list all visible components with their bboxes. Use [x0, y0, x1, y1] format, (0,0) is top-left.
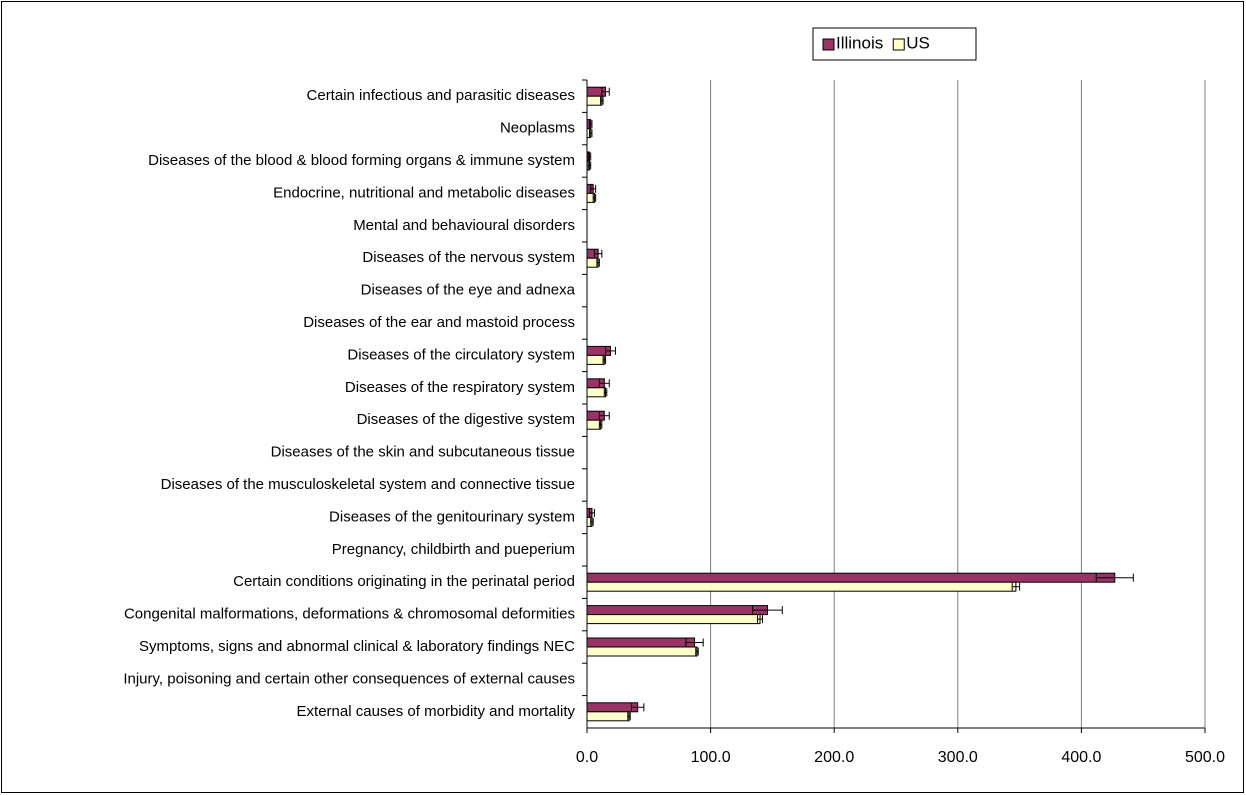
- error-bar: [588, 508, 595, 517]
- x-tick-label: 200.0: [814, 749, 854, 766]
- error-bar: [592, 193, 597, 202]
- error-bar: [598, 379, 610, 388]
- bar: [586, 387, 607, 398]
- x-tick-label: 500.0: [1185, 749, 1225, 766]
- y-tick-label: Certain infectious and parasitic disease…: [307, 87, 575, 104]
- error-bar: [630, 703, 645, 712]
- error-bar: [588, 120, 593, 129]
- y-tick-label: Diseases of the genitourinary system: [329, 508, 575, 525]
- y-tick-label: Symptoms, signs and abnormal clinical & …: [139, 638, 575, 655]
- y-tick-label: Pregnancy, childbirth and pueperium: [332, 541, 575, 558]
- y-tick-label: Congenital malformations, deformations &…: [124, 606, 575, 623]
- error-bar: [600, 96, 604, 105]
- y-tick-label: Diseases of the respiratory system: [345, 379, 575, 396]
- y-tick-label: Diseases of the digestive system: [357, 411, 575, 428]
- y-tick-label: Diseases of the nervous system: [362, 249, 575, 266]
- error-bar: [602, 355, 607, 364]
- bar: [586, 95, 603, 106]
- bar: [586, 646, 698, 657]
- x-tick-label: 0.0: [576, 749, 598, 766]
- y-tick-label: Diseases of the skin and subcutaneous ti…: [271, 444, 575, 461]
- legend-label: US: [906, 33, 930, 52]
- bar: [586, 419, 602, 430]
- error-bar: [598, 420, 603, 429]
- bar: [586, 605, 768, 616]
- error-bar: [593, 249, 603, 258]
- error-bar: [752, 606, 783, 615]
- error-bar: [695, 647, 699, 656]
- y-tick-label: Injury, poisoning and certain other cons…: [123, 670, 575, 687]
- y-tick-label: Diseases of the circulatory system: [347, 346, 575, 363]
- y-tick-label: Diseases of the eye and adnexa: [361, 282, 576, 299]
- error-bar: [603, 388, 608, 397]
- bar: [586, 572, 1116, 583]
- bar: [586, 581, 1017, 592]
- bar: [586, 637, 696, 648]
- error-bar: [588, 129, 593, 138]
- bar: [586, 614, 761, 625]
- error-bar: [587, 152, 592, 161]
- error-bar: [1095, 573, 1134, 582]
- y-tick-label: Certain conditions originating in the pe…: [233, 573, 575, 590]
- legend-swatch: [822, 38, 835, 51]
- x-tick-label: 400.0: [1061, 749, 1101, 766]
- y-tick-label: Diseases of the musculoskeletal system a…: [161, 476, 575, 493]
- y-tick-label: Diseases of the blood & blood forming or…: [148, 152, 575, 169]
- error-bar: [601, 87, 610, 96]
- y-tick-label: Diseases of the ear and mastoid process: [303, 314, 575, 331]
- legend: Illinois US: [812, 27, 977, 61]
- error-bar: [587, 161, 592, 170]
- error-bar: [1011, 582, 1021, 591]
- bar: [586, 711, 630, 722]
- error-bar: [590, 517, 594, 526]
- y-tick-label: Endocrine, nutritional and metabolic dis…: [273, 184, 575, 201]
- y-tick-label: Mental and behavioural disorders: [353, 217, 575, 234]
- bar: [586, 702, 639, 713]
- error-bar: [685, 638, 704, 647]
- y-tick-label: Neoplasms: [500, 120, 575, 137]
- legend-swatch: [892, 38, 905, 51]
- bar: [586, 354, 605, 365]
- error-bar: [605, 346, 616, 355]
- legend-label: Illinois: [836, 33, 883, 52]
- error-bar: [590, 184, 597, 193]
- x-tick-label: 300.0: [938, 749, 978, 766]
- error-bar: [598, 411, 610, 420]
- error-bar: [627, 712, 631, 721]
- error-bar: [596, 258, 600, 267]
- error-bar: [757, 615, 764, 624]
- x-tick-label: 100.0: [691, 749, 731, 766]
- y-tick-label: External causes of morbidity and mortali…: [297, 703, 576, 720]
